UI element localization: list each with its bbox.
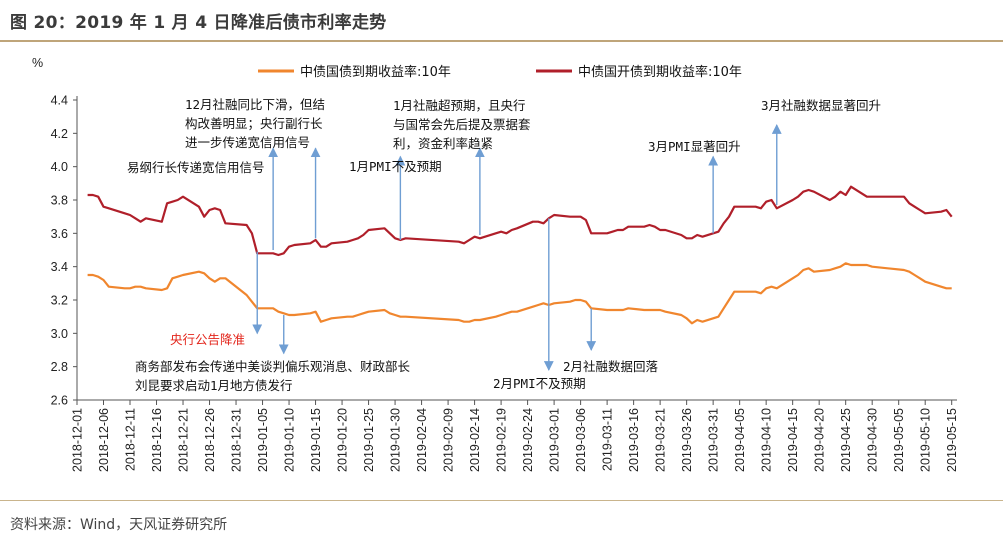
source-note: 资料来源：Wind，天风证券研究所 <box>10 517 228 533</box>
x-tick-label: 2019-01-20 <box>336 408 350 472</box>
x-tick-label: 2018-12-16 <box>150 408 164 472</box>
series-line-1 <box>87 262 952 325</box>
annotation-text: 与国常会先后提及票据套 <box>393 117 531 132</box>
annotation-text: 央行公告降准 <box>170 332 245 347</box>
y-tick-label: 4.2 <box>51 127 68 141</box>
x-tick-label: 2019-03-26 <box>680 408 694 472</box>
annotation-text: 2月社融数据回落 <box>563 359 659 374</box>
annotation-text: 3月社融数据显著回升 <box>761 98 881 113</box>
y-tick-label: 3.0 <box>51 327 68 341</box>
x-tick-label: 2018-12-06 <box>97 408 111 472</box>
yield-chart: % 中债国债到期收益率:10年 中债国开债到期收益率:10年 2.6 2.8 3.0 3… <box>32 56 960 472</box>
chart-axes: 2.6 2.8 3.0 3.2 3.4 3.6 3.8 4.0 4.2 4.4 2018-12-01… <box>51 94 960 472</box>
y-axis-unit-label: % <box>32 56 43 70</box>
x-tick-label: 2019-05-10 <box>919 408 933 472</box>
x-tick-label: 2019-04-25 <box>839 408 853 472</box>
x-tick-label: 2019-04-30 <box>866 408 880 472</box>
x-tick-label: 2019-05-15 <box>945 408 959 472</box>
x-tick-label: 2019-02-24 <box>521 408 535 472</box>
x-tick-label: 2018-12-21 <box>177 408 191 472</box>
annotation-text: 刘昆要求启动1月地方债发行 <box>135 378 293 393</box>
x-tick-label: 2019-03-01 <box>548 408 562 472</box>
annotation-text: 易纲行长传递宽信用信号 <box>127 160 265 175</box>
x-tick-label: 2019-02-19 <box>495 408 509 472</box>
annotation-text: 12月社融同比下滑，但结 <box>185 97 325 112</box>
x-tick-label: 2019-04-05 <box>733 408 747 472</box>
x-tick-label: 2018-12-31 <box>230 408 244 472</box>
y-tick-label: 3.4 <box>51 260 68 274</box>
series-line-2 <box>87 185 953 257</box>
x-tick-label: 2019-02-09 <box>442 408 456 472</box>
y-tick-label: 3.8 <box>51 194 68 208</box>
x-tick-label: 2019-03-16 <box>627 408 641 472</box>
x-tick-label: 2019-04-20 <box>813 408 827 472</box>
x-tick-label: 2019-02-14 <box>468 408 482 472</box>
x-tick-label: 2019-05-05 <box>892 408 906 472</box>
annotation-text: 2月PMI不及预期 <box>493 376 586 391</box>
y-tick-label: 4.4 <box>51 94 68 108</box>
legend-label-1: 中债国债到期收益率:10年 <box>300 64 451 80</box>
y-tick-label: 4.0 <box>51 160 68 174</box>
figure-title: 图 20：2019 年 1 月 4 日降准后债市利率走势 <box>10 13 387 33</box>
x-tick-label: 2019-03-31 <box>707 408 721 472</box>
x-tick-label: 2019-01-15 <box>309 408 323 472</box>
x-tick-label: 2018-12-26 <box>203 408 217 472</box>
y-tick-label: 3.2 <box>51 294 68 308</box>
y-tick-label: 2.8 <box>51 360 68 374</box>
footer-divider <box>0 500 1003 501</box>
x-tick-label: 2019-03-11 <box>601 408 615 471</box>
chart-legend: 中债国债到期收益率:10年 中债国开债到期收益率:10年 <box>258 64 742 80</box>
legend-label-2: 中债国开债到期收益率:10年 <box>578 64 742 80</box>
annotation-text: 利，资金利率趋紧 <box>393 136 493 151</box>
x-tick-label: 2019-01-30 <box>389 408 403 472</box>
y-tick-label: 3.6 <box>51 227 68 241</box>
chart-series <box>87 185 953 325</box>
x-tick-label: 2019-01-25 <box>362 408 376 472</box>
x-tick-label: 2019-01-05 <box>256 408 270 472</box>
x-tick-label: 2019-02-04 <box>415 408 429 472</box>
annotation-text: 3月PMI显著回升 <box>648 139 741 154</box>
annotation-text: 商务部发布会传递中美谈判偏乐观消息、财政部长 <box>135 359 411 374</box>
annotation-text: 1月社融超预期，且央行 <box>393 98 526 113</box>
x-tick-label: 2019-04-15 <box>786 408 800 472</box>
chart-annotations: 易纲行长传递宽信用信号 12月社融同比下滑，但结构改善明显；央行副行长进一步传递宽… <box>127 97 881 393</box>
y-tick-label: 2.6 <box>51 394 68 408</box>
annotation-text: 1月PMI不及预期 <box>349 159 442 174</box>
x-tick-label: 2019-01-10 <box>283 408 297 472</box>
x-tick-label: 2019-04-10 <box>760 408 774 472</box>
x-tick-label: 2019-03-21 <box>654 408 668 472</box>
title-divider <box>0 40 1003 42</box>
x-tick-label: 2019-03-06 <box>574 408 588 472</box>
x-tick-label: 2018-12-01 <box>71 408 85 472</box>
annotation-text: 进一步传递宽信用信号 <box>185 135 310 150</box>
annotation-text: 构改善明显；央行副行长 <box>185 116 323 131</box>
x-tick-label: 2018-12-11 <box>124 408 138 471</box>
